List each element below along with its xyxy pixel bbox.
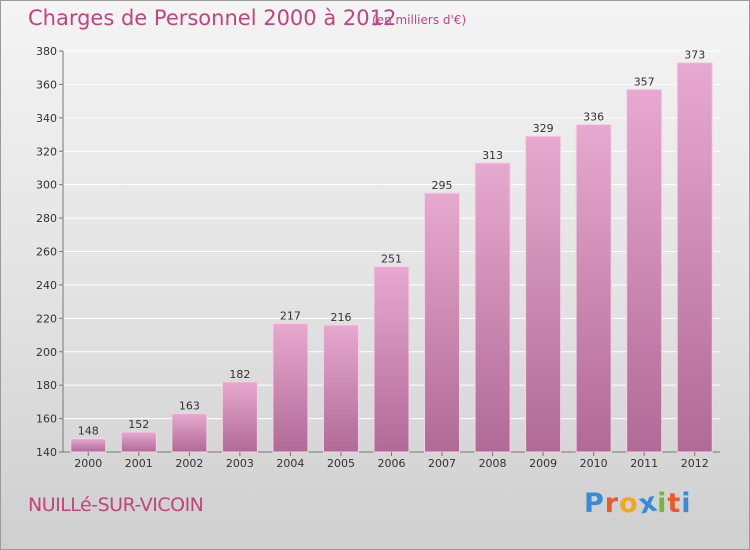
bar [322,324,359,453]
data-label: 329 [533,122,554,135]
y-tick-label: 260 [36,246,57,259]
proxiti-logo: Proxiti [584,486,692,520]
data-label: 216 [330,311,351,324]
bar [373,266,410,453]
data-label: 163 [179,400,200,413]
commune-name: NUILLé-SUR-VICOIN [28,494,204,516]
brand-letter: o [619,488,639,519]
x-tick-label: 2001 [125,457,153,470]
x-tick-label: 2000 [74,457,102,470]
data-label: 373 [684,49,705,62]
y-tick-label: 180 [36,379,57,392]
x-tick-label: 2010 [580,457,608,470]
x-tick-label: 2011 [630,457,658,470]
y-tick-label: 380 [36,45,57,58]
y-tick-label: 240 [36,279,57,292]
y-tick-label: 220 [36,312,57,325]
data-label: 148 [78,425,99,438]
y-tick-label: 320 [36,145,57,158]
x-tick-label: 2006 [378,457,406,470]
x-tick-label: 2009 [529,457,557,470]
bar [525,135,562,453]
bar [120,431,157,453]
y-tick-label: 200 [36,346,57,359]
x-tick-label: 2008 [479,457,507,470]
y-tick-label: 140 [36,446,57,459]
brand-letter: P [584,488,605,519]
bar [474,162,511,453]
bar [171,413,208,453]
x-tick-label: 2012 [681,457,709,470]
x-tick-label: 2003 [226,457,254,470]
data-label: 295 [432,179,453,192]
data-label: 152 [128,418,149,431]
x-tick-label: 2007 [428,457,456,470]
brand-letter: t [667,488,682,519]
x-tick-label: 2004 [276,457,304,470]
data-label: 357 [634,75,655,88]
bar [575,124,612,453]
chart-title: Charges de Personnel 2000 à 2012 [28,6,397,30]
bar [272,322,309,453]
data-label: 336 [583,111,604,124]
x-tick-label: 2002 [175,457,203,470]
data-label: 217 [280,309,301,322]
y-tick-label: 360 [36,78,57,91]
y-tick-label: 340 [36,112,57,125]
brand-letter: i [681,488,692,519]
bar [424,192,461,453]
brand-letter: i [657,488,668,519]
chart-subtitle: (en milliers d'€) [372,13,467,27]
data-label: 251 [381,253,402,266]
bar [626,88,663,453]
data-label: 182 [229,368,250,381]
brand-letter: r [604,488,620,519]
bar [221,381,258,453]
y-tick-label: 280 [36,212,57,225]
y-tick-label: 300 [36,179,57,192]
bar [70,438,107,453]
y-tick-label: 160 [36,413,57,426]
data-label: 313 [482,149,503,162]
bar [676,62,713,453]
x-tick-label: 2005 [327,457,355,470]
